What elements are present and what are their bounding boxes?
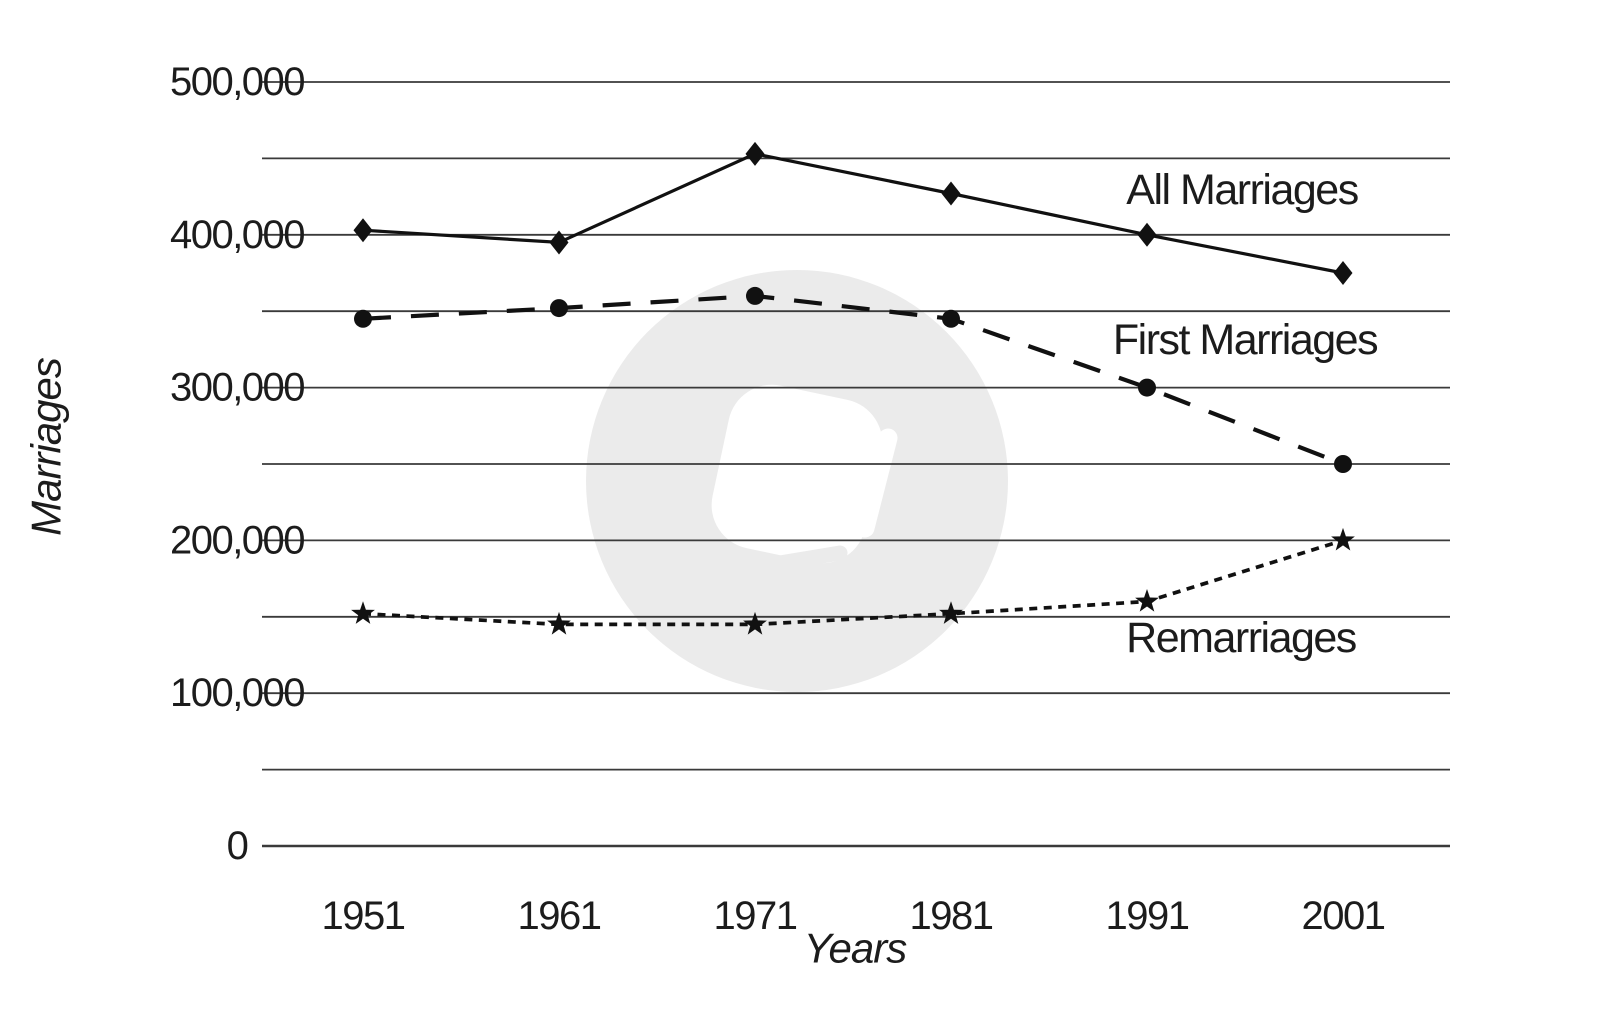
watermark-logo-icon xyxy=(711,384,898,576)
series-line-remarriages xyxy=(362,538,1344,627)
series-line-all-marriages xyxy=(362,152,1344,275)
series-label-remarriages: Remarriages xyxy=(1126,614,1356,662)
data-point-circle-first-marriages xyxy=(1334,455,1352,473)
x-tick-label: 1971 xyxy=(714,894,797,938)
x-tick-label: 1961 xyxy=(518,894,601,938)
y-tick-label: 0 xyxy=(227,824,248,868)
data-point-circle-first-marriages xyxy=(550,299,568,318)
series-label-first-marriages: First Marriages xyxy=(1113,316,1377,364)
data-point-diamond-all-marriages xyxy=(549,230,569,255)
data-point-diamond-all-marriages xyxy=(1137,222,1157,247)
y-tick-label: 200,000 xyxy=(170,518,304,562)
data-point-circle-first-marriages xyxy=(746,286,764,305)
series-plot xyxy=(351,141,1355,635)
x-axis-tick-labels: 1951 1961 1971 1981 1991 2001 xyxy=(322,894,1387,938)
data-point-star-remarriages xyxy=(547,611,571,635)
watermark xyxy=(586,270,1008,692)
data-point-circle-first-marriages xyxy=(354,309,372,328)
data-point-diamond-all-marriages xyxy=(941,181,961,206)
y-tick-label: 300,000 xyxy=(170,366,304,410)
data-point-circle-first-marriages xyxy=(942,309,960,328)
series-label-all-marriages: All Marriages xyxy=(1126,166,1357,214)
y-tick-label: 500,000 xyxy=(170,60,304,104)
data-point-diamond-all-marriages xyxy=(745,141,765,166)
data-point-diamond-all-marriages xyxy=(353,218,373,243)
series-line-first-marriages xyxy=(362,293,1344,466)
y-axis-title: Marriages xyxy=(23,357,70,536)
y-axis-tick-labels: 0 100,000 200,000 300,000 400,000 500,000 xyxy=(170,60,306,868)
data-point-star-remarriages xyxy=(1135,589,1159,612)
data-point-diamond-all-marriages xyxy=(1333,261,1353,285)
x-tick-label: 1981 xyxy=(910,894,993,938)
y-tick-label: 100,000 xyxy=(170,671,304,715)
data-point-star-remarriages xyxy=(939,601,963,624)
x-tick-label: 1951 xyxy=(322,894,405,938)
data-point-star-remarriages xyxy=(351,601,375,624)
data-point-star-remarriages xyxy=(1331,527,1355,551)
x-tick-label: 1991 xyxy=(1106,894,1189,938)
data-point-circle-first-marriages xyxy=(1138,378,1156,397)
x-tick-label: 2001 xyxy=(1302,894,1385,938)
data-point-star-remarriages xyxy=(743,611,767,635)
x-axis-title: Years xyxy=(804,925,907,972)
y-tick-label: 400,000 xyxy=(170,213,304,257)
